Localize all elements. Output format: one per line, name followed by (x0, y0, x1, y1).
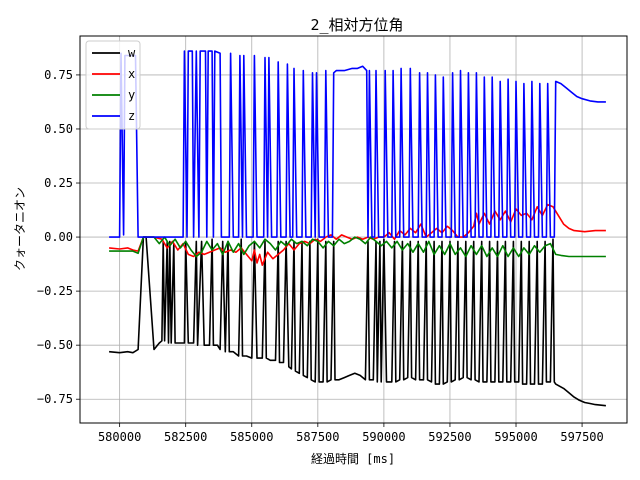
x-tick-label: 585000 (230, 430, 273, 444)
series-line-y (109, 236, 606, 258)
x-tick-label: 590000 (362, 430, 405, 444)
series-line-x (109, 203, 606, 266)
y-tick-label: −0.75 (37, 392, 73, 406)
y-axis-label: クォータニオン (13, 187, 27, 271)
x-tick-label: 592500 (428, 430, 471, 444)
x-tick-label: 587500 (296, 430, 339, 444)
x-tick-label: 597500 (560, 430, 603, 444)
series-line-z (109, 50, 606, 238)
axis-ticks: 580000 582500 585000 587500 590000 592500 5950… (37, 68, 604, 444)
plot-frame (79, 35, 628, 424)
legend-label-x: x (128, 67, 135, 81)
x-tick-label: 580000 (98, 430, 141, 444)
plot-series (109, 50, 606, 407)
y-tick-label: 0.00 (44, 230, 73, 244)
legend-label-y: y (128, 88, 135, 102)
x-tick-label: 595000 (494, 430, 537, 444)
legend-label-z: z (128, 109, 135, 123)
x-axis-label: 経過時間 [ms] (311, 452, 395, 466)
legend-box (85, 40, 141, 130)
x-tick-label: 582500 (164, 430, 207, 444)
y-tick-label: 0.75 (44, 68, 73, 82)
y-tick-label: −0.50 (37, 338, 73, 352)
series-line-w (109, 236, 606, 407)
chart-title: 2_相対方位角 (310, 16, 403, 34)
y-tick-label: 0.25 (44, 176, 73, 190)
y-tick-label: 0.50 (44, 122, 73, 136)
y-tick-label: −0.25 (37, 284, 73, 298)
legend-label-w: w (128, 46, 136, 60)
